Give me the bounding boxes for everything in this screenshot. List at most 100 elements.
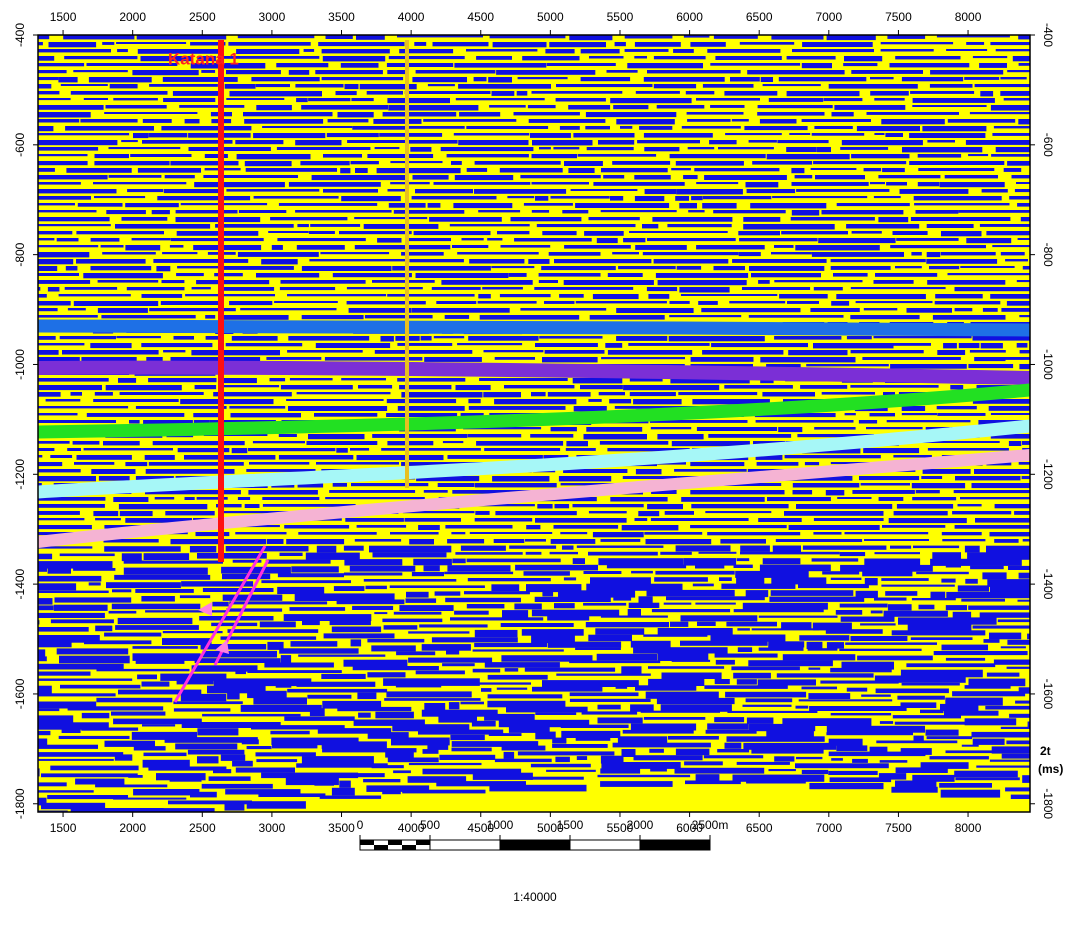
seismic-trace: [423, 565, 440, 572]
seismic-trace: [1019, 364, 1030, 370]
seismic-trace: [560, 532, 588, 535]
seismic-trace: [393, 770, 411, 774]
seismic-trace: [968, 605, 1030, 610]
seismic-trace: [1027, 633, 1030, 640]
seismic-trace: [746, 717, 774, 724]
seismic-trace: [680, 640, 768, 646]
seismic-trace: [346, 287, 423, 290]
seismic-trace: [945, 750, 1000, 754]
seismic-trace: [698, 551, 737, 554]
seismic-trace: [569, 660, 661, 664]
seismic-trace: [38, 42, 43, 46]
seismic-trace: [95, 625, 113, 632]
horizon: [38, 360, 1030, 385]
seismic-trace: [296, 763, 388, 768]
seismic-trace: [862, 571, 913, 577]
seismic-trace: [941, 231, 982, 237]
seismic-trace: [266, 357, 322, 360]
seismic-trace: [839, 552, 866, 557]
seismic-trace: [295, 84, 344, 88]
seismic-trace: [911, 483, 966, 489]
seismic-trace: [597, 774, 691, 778]
seismic-trace: [102, 42, 115, 45]
seismic-trace: [433, 182, 531, 185]
seismic-trace: [489, 105, 526, 108]
seismic-trace: [371, 645, 416, 652]
seismic-trace: [277, 573, 344, 578]
seismic-trace: [412, 77, 467, 83]
seismic-trace: [496, 70, 596, 75]
seismic-trace: [225, 546, 309, 552]
seismic-trace: [930, 591, 946, 599]
seismic-trace: [666, 596, 765, 601]
seismic-trace: [833, 273, 868, 277]
seismic-trace: [586, 147, 634, 151]
seismic-trace: [629, 392, 676, 397]
seismic-trace: [213, 678, 312, 687]
seismic-trace: [808, 693, 851, 699]
seismic-trace: [932, 315, 1006, 320]
seismic-trace: [277, 586, 325, 595]
seismic-trace: [713, 35, 758, 39]
seismic-trace: [399, 49, 454, 54]
seismic-trace: [111, 711, 166, 716]
seismic-trace: [569, 698, 651, 702]
seismic-trace: [38, 280, 91, 284]
seismic-trace: [748, 315, 844, 318]
seismic-trace: [176, 231, 259, 236]
seismic-trace: [308, 98, 351, 102]
seismic-trace: [1009, 196, 1030, 200]
seismic-trace: [719, 577, 732, 581]
seismic-trace: [937, 350, 966, 355]
seismic-trace: [1007, 639, 1030, 645]
seismic-trace: [590, 577, 651, 585]
seismic-trace: [248, 448, 336, 452]
seismic-trace: [766, 154, 850, 160]
seismic-trace: [116, 42, 187, 44]
seismic-trace: [170, 357, 261, 362]
seismic-trace: [595, 628, 645, 635]
seismic-trace: [38, 49, 112, 53]
x-tick-label: 4000: [398, 10, 425, 24]
seismic-trace: [826, 35, 876, 41]
seismic-trace: [38, 708, 60, 712]
seismic-trace: [990, 294, 1030, 299]
seismic-trace: [600, 615, 668, 618]
seismic-trace: [437, 483, 475, 487]
seismic-trace: [520, 175, 601, 179]
seismic-trace: [4, 84, 23, 88]
seismic-trace: [476, 441, 564, 446]
seismic-trace: [401, 392, 483, 398]
seismic-trace: [536, 224, 636, 228]
seismic-trace: [38, 797, 47, 806]
seismic-trace: [864, 539, 929, 541]
seismic-trace: [958, 210, 1030, 213]
scale-segment: [416, 840, 430, 845]
seismic-trace: [879, 760, 908, 763]
seismic-trace: [353, 719, 425, 726]
seismic-trace: [193, 245, 262, 251]
seismic-trace: [813, 287, 843, 291]
seismic-trace: [575, 203, 670, 208]
x-tick-label: 2500: [189, 821, 216, 835]
seismic-trace: [656, 105, 705, 109]
seismic-trace: [750, 203, 827, 209]
seismic-trace: [526, 584, 582, 593]
seismic-trace: [564, 161, 603, 166]
seismic-trace: [468, 399, 481, 404]
seismic-trace: [237, 252, 319, 257]
seismic-trace: [118, 504, 208, 510]
seismic-trace: [669, 154, 766, 159]
x-tick-label: 8000: [955, 10, 982, 24]
seismic-trace: [38, 642, 72, 648]
seismic-trace: [288, 70, 310, 75]
seismic-trace: [683, 35, 710, 38]
seismic-trace: [748, 723, 816, 732]
seismic-trace: [457, 343, 523, 346]
seismic-trace: [968, 154, 989, 157]
seismic-trace: [169, 779, 202, 782]
seismic-trace: [56, 238, 79, 242]
x-tick-label: 4000: [398, 821, 425, 835]
seismic-trace: [488, 77, 512, 83]
y-tick-label: -1200: [13, 459, 27, 490]
